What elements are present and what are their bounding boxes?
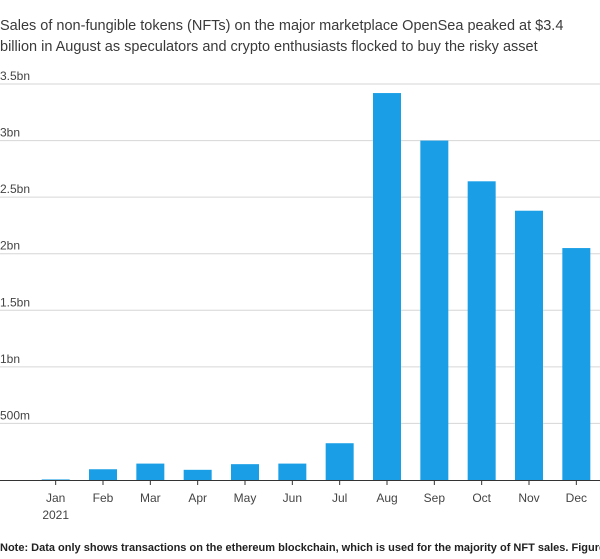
x-tick-label-sep: Sep bbox=[424, 491, 446, 505]
bar-jul bbox=[325, 443, 354, 480]
y-tick-label-6: 3.5bn bbox=[0, 69, 30, 83]
bar-sep bbox=[420, 140, 449, 481]
bar-dec bbox=[562, 248, 591, 480]
y-tick-label-5: 3bn bbox=[0, 126, 20, 140]
bar-chart: 500m 1bn 1.5bn 2bn 2.5bn 3bn 3.5bn Jan 2021 Feb Ma… bbox=[0, 69, 600, 522]
x-tick-label-nov: Nov bbox=[518, 491, 539, 505]
x-tick-label-jan: Jan bbox=[46, 491, 65, 505]
x-tick-label-jun: Jun bbox=[283, 491, 302, 505]
y-tick-label-3: 2bn bbox=[0, 239, 20, 253]
bar-may bbox=[231, 464, 259, 480]
bar-jan bbox=[41, 479, 70, 480]
x-tick-label-may: May bbox=[234, 491, 257, 505]
x-tick-label-mar: Mar bbox=[140, 491, 161, 505]
x-tick-label-jul: Jul bbox=[332, 491, 347, 505]
y-tick-label-2: 1.5bn bbox=[0, 295, 30, 309]
x-tick-label-feb: Feb bbox=[93, 491, 114, 505]
x-tick-sublabel-jan: 2021 bbox=[42, 508, 69, 522]
x-tick-label-apr: Apr bbox=[188, 491, 207, 505]
y-tick-label-1: 1bn bbox=[0, 352, 20, 366]
bar-nov bbox=[515, 210, 543, 480]
y-tick-label-4: 2.5bn bbox=[0, 182, 30, 196]
chart-subtitle: Sales of non-fungible tokens (NFTs) on t… bbox=[0, 18, 564, 55]
bar-apr bbox=[183, 469, 212, 480]
chart-footnote: Note: Data only shows transactions on th… bbox=[0, 542, 600, 554]
y-tick-label-0: 500m bbox=[0, 408, 30, 422]
bar-jun bbox=[278, 463, 307, 480]
bar-aug bbox=[373, 93, 401, 481]
bar-mar bbox=[136, 463, 165, 480]
x-tick-label-aug: Aug bbox=[376, 491, 397, 505]
x-tick-label-oct: Oct bbox=[472, 491, 491, 505]
bar-feb bbox=[89, 469, 117, 480]
x-tick-label-dec: Dec bbox=[566, 491, 587, 505]
bar-oct bbox=[467, 181, 496, 480]
